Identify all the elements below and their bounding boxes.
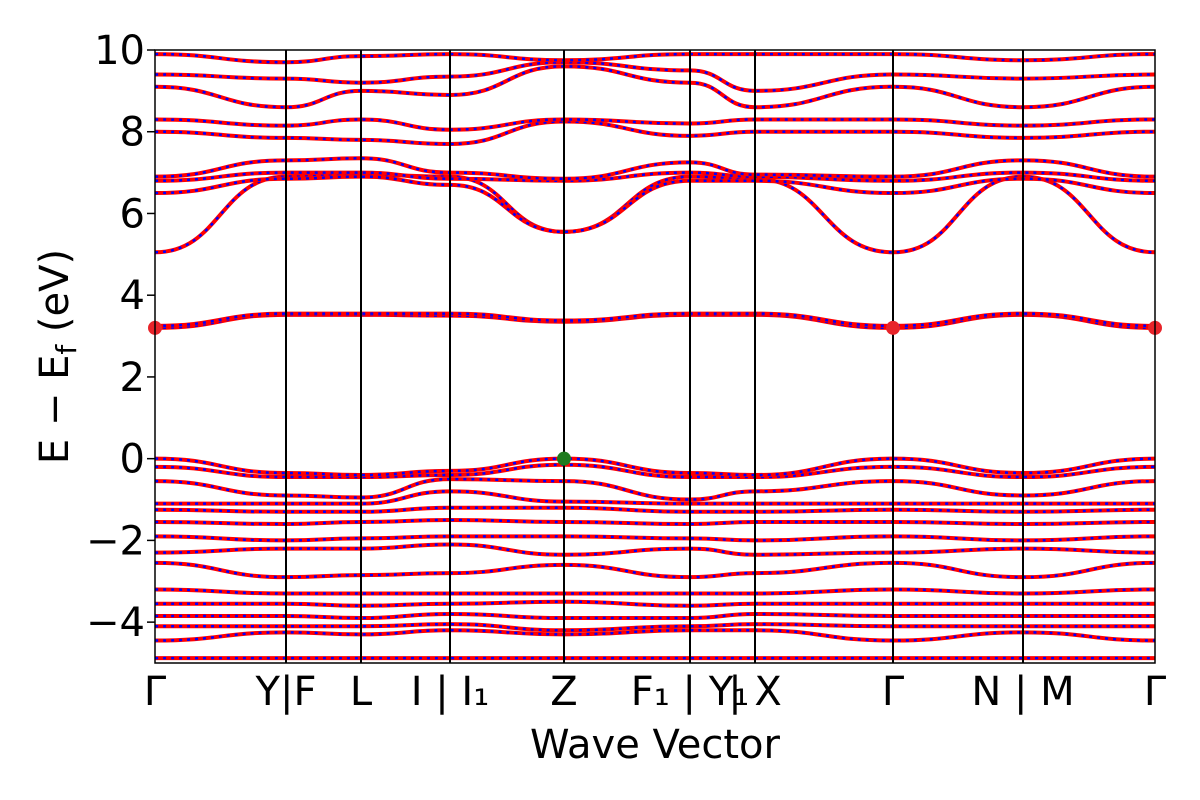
band-line-1 bbox=[154, 628, 1156, 643]
plot-frame bbox=[154, 49, 1156, 664]
band-line-dashed-21 bbox=[154, 120, 1156, 146]
band-line-dashed-4 bbox=[154, 600, 1155, 608]
band-line-24 bbox=[154, 60, 1156, 93]
band-line-dashed-7 bbox=[154, 543, 1156, 556]
cbm-marker-1 bbox=[886, 320, 900, 335]
high-symmetry-lines bbox=[285, 50, 1024, 663]
kpoint-label-0: Γ bbox=[144, 669, 167, 715]
kpoint-label-9: Γ bbox=[1144, 669, 1167, 715]
band-line-7 bbox=[154, 542, 1156, 557]
band-line-dashed-5 bbox=[154, 588, 1156, 595]
band-line-dashed-20 bbox=[154, 157, 1156, 180]
band-line-dashed-24 bbox=[154, 61, 1156, 93]
y-tick-label-7: 10 bbox=[94, 28, 145, 74]
y-tick-label-2: 0 bbox=[120, 437, 145, 483]
band-line-dashed-19 bbox=[154, 171, 1156, 183]
y-axis-label: E − Ef (eV) bbox=[32, 249, 83, 464]
band-line-dashed-11 bbox=[155, 490, 1155, 505]
y-tick-label-0: −4 bbox=[86, 600, 145, 646]
kpoint-label-7: Γ bbox=[882, 669, 905, 715]
band-line-16 bbox=[154, 311, 1156, 328]
x-axis-kpoint-labels: Γ Y|F L I | I₁ Z F₁ | Y₁| X Γ N | M Γ bbox=[144, 669, 1167, 715]
kpoint-label-5: F₁ | Y₁ bbox=[631, 669, 749, 715]
kpoint-label-4: Z bbox=[550, 669, 577, 715]
band-line-15 bbox=[154, 312, 1156, 330]
band-line-dashed-14 bbox=[154, 457, 1156, 477]
band-line-22 bbox=[154, 117, 1156, 132]
band-line-dashed-10 bbox=[154, 506, 1156, 514]
y-tick-label-5: 6 bbox=[120, 191, 145, 237]
band-line-dashed-17 bbox=[154, 173, 1156, 254]
band-lines bbox=[154, 52, 1156, 661]
band-line-dashed-6 bbox=[154, 561, 1156, 579]
band-line-dashed-12 bbox=[154, 477, 1156, 501]
kpoint-label-1: Y|F bbox=[255, 669, 317, 715]
band-line-25 bbox=[154, 52, 1156, 65]
band-line-13 bbox=[154, 462, 1156, 480]
y-tick-label-6: 8 bbox=[120, 110, 145, 156]
band-line-23 bbox=[154, 64, 1156, 110]
y-axis-label-unit: (eV) bbox=[32, 249, 78, 345]
band-line-dashed-18 bbox=[154, 175, 1156, 234]
band-line-6 bbox=[154, 560, 1156, 580]
y-axis-label-main: E − E bbox=[32, 355, 78, 465]
vbm-marker-0 bbox=[557, 451, 571, 466]
y-tick-label-4: 4 bbox=[120, 273, 145, 319]
y-axis-ticks: −4 −2 0 2 4 6 8 10 bbox=[86, 28, 155, 646]
band-line-14 bbox=[154, 456, 1156, 478]
kpoint-label-2: L bbox=[350, 669, 373, 715]
band-line-dashed-23 bbox=[154, 65, 1156, 109]
kpoint-label-8: N | M bbox=[971, 669, 1074, 715]
band-line-dashed-16 bbox=[154, 312, 1156, 328]
y-tick-label-3: 2 bbox=[120, 355, 145, 401]
kpoint-label-6: | X bbox=[728, 669, 782, 715]
y-tick-label-1: −2 bbox=[86, 518, 145, 564]
band-line-dashed-25 bbox=[154, 52, 1156, 64]
kpoint-label-3: I | I₁ bbox=[411, 669, 490, 715]
x-axis-label: Wave Vector bbox=[530, 722, 781, 768]
extrema-markers bbox=[148, 320, 1162, 466]
band-line-dashed-2 bbox=[154, 622, 1155, 632]
y-axis-label-subscript: f bbox=[50, 344, 83, 355]
band-line-dashed-9 bbox=[154, 518, 1156, 526]
band-line-dashed-1 bbox=[154, 629, 1156, 642]
band-line-dashed-8 bbox=[154, 535, 1156, 542]
band-line-dashed-3 bbox=[154, 612, 1155, 620]
